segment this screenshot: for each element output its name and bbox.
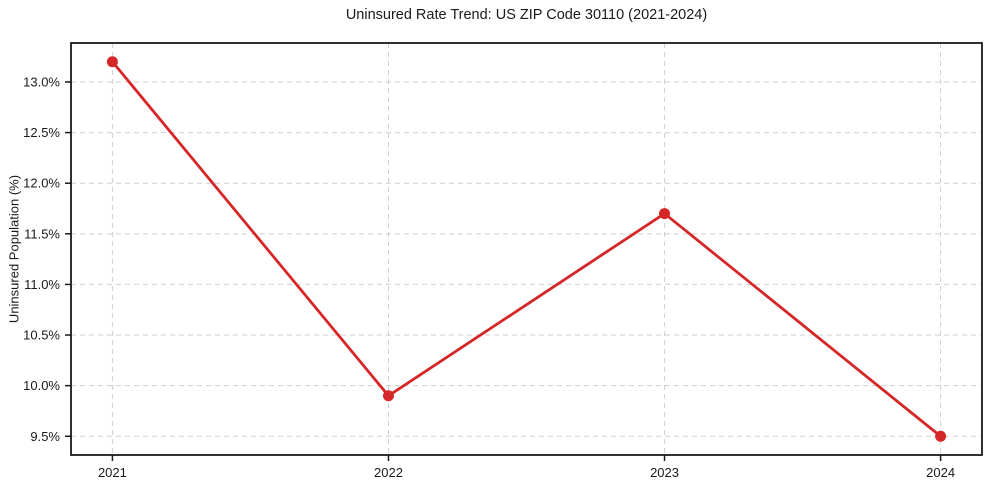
x-tick-label: 2021 <box>98 465 127 480</box>
x-tick-label: 2024 <box>926 465 955 480</box>
y-tick-label: 12.5% <box>23 125 60 140</box>
data-point <box>106 56 118 68</box>
y-tick-label: 10.5% <box>23 328 60 343</box>
data-line <box>111 60 942 438</box>
x-tick-label: 2022 <box>374 465 403 480</box>
data-point <box>659 208 671 220</box>
plot-border <box>70 42 983 456</box>
data-point <box>935 430 947 442</box>
y-tick-label: 10.0% <box>23 378 60 393</box>
y-tick-label: 9.5% <box>30 429 60 444</box>
data-point <box>382 390 394 402</box>
y-tick-label: 11.5% <box>24 226 60 241</box>
y-tick-label: 13.0% <box>23 74 60 89</box>
y-tick-label: 11.0% <box>24 277 60 292</box>
x-tick-label: 2023 <box>650 465 679 480</box>
y-tick-label: 12.0% <box>23 176 60 191</box>
chart-title: Uninsured Rate Trend: US ZIP Code 30110 … <box>345 7 708 23</box>
